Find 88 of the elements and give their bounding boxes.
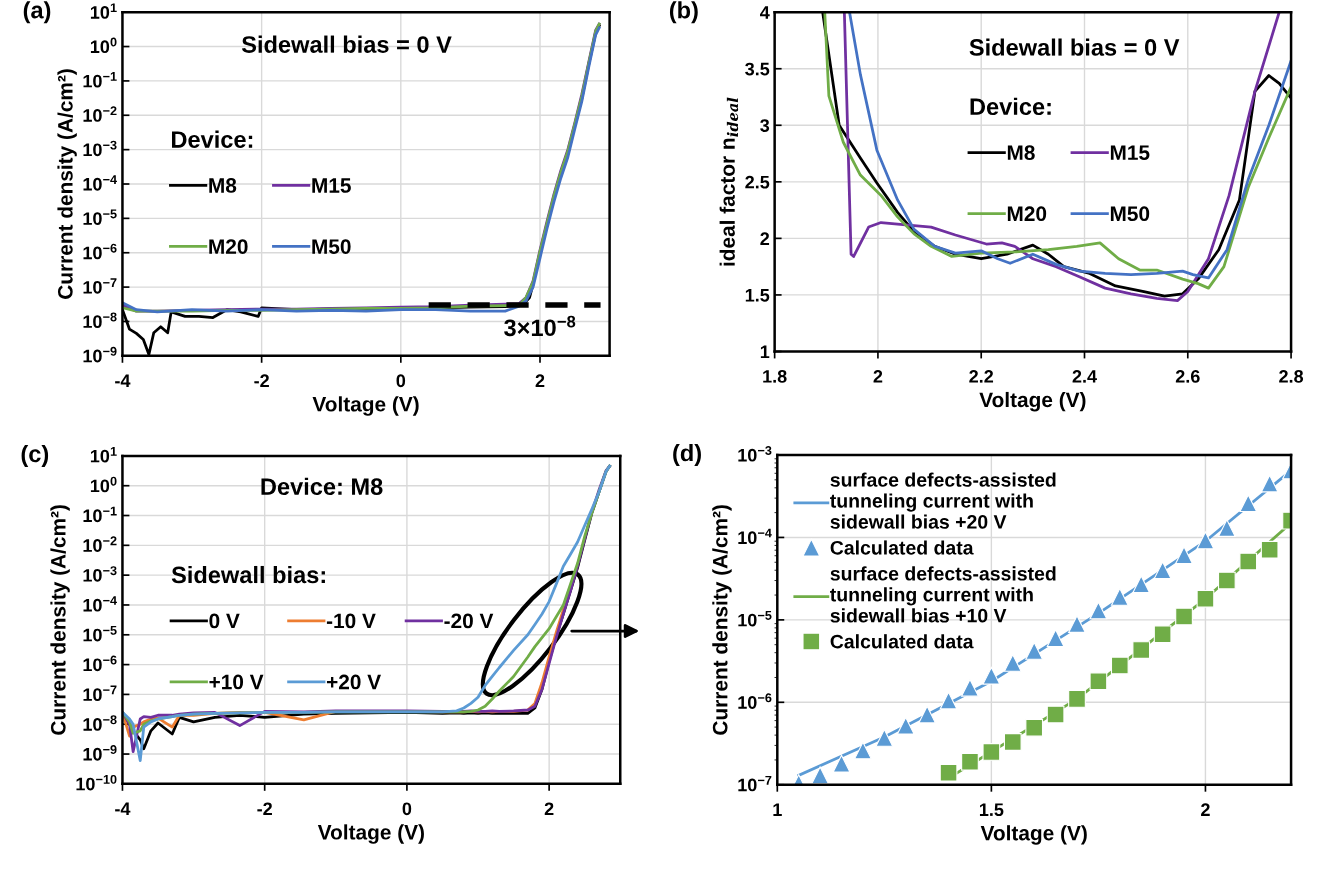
x-tick-label: -4 <box>115 802 131 816</box>
y-tick-label: 10$^{−5}$ <box>738 611 772 627</box>
y-tick-label: 10$^{−1}$ <box>83 506 117 523</box>
text: (d) <box>673 444 701 467</box>
x-tick-label: 0 <box>402 802 412 816</box>
legend-label: M50 <box>312 239 351 254</box>
x-tick-label: 2.4 <box>1072 370 1097 383</box>
x-tick-label: 2 <box>535 374 545 387</box>
text: (a) <box>23 1 51 24</box>
x-tick-label: 2.8 <box>1279 370 1304 383</box>
legend-label: 0 V <box>209 613 240 629</box>
y-tick-label: 4 <box>760 6 770 19</box>
legend-label: M8 <box>1007 145 1035 161</box>
legend-label: M20 <box>209 239 248 254</box>
y-tick-label: 10$^{−10}$ <box>76 774 117 791</box>
y-tick-label: 10$^{−3}$ <box>83 140 117 157</box>
x-tick-label: 0 <box>396 374 406 388</box>
y-tick-label: 10$^{1}$ <box>90 447 117 463</box>
x-axis-title: Voltage (V) <box>979 391 1086 412</box>
x-tick-label: 1.8 <box>763 370 787 383</box>
y-tick-label: 10$^{−5}$ <box>83 625 117 642</box>
x-tick-label: 2 <box>873 370 883 383</box>
y-tick-label: 2 <box>760 232 770 245</box>
y-tick-label: 10$^{−6}$ <box>83 243 117 260</box>
legend-label: Calculated data <box>830 540 974 555</box>
x-tick-label: 1.5 <box>979 803 1004 817</box>
y-tick-label: 10$^{0}$ <box>90 37 117 54</box>
legend-label: +10 V <box>209 674 264 690</box>
legend-title: Sidewall bias: <box>171 565 325 584</box>
y-tick-label: 10$^{0}$ <box>90 476 117 493</box>
y-tick-label: 10$^{−9}$ <box>83 745 117 761</box>
legend-label: Calculated data <box>830 634 974 649</box>
legend-label: surface defects-assisted tunneling current with sidewall bias +20 V <box>830 472 1056 529</box>
x-axis-title: Voltage (V) <box>312 396 419 416</box>
x-tick-label: 2.6 <box>1175 370 1200 383</box>
legend-label: M20 <box>1007 206 1047 222</box>
legend-label: M15 <box>1110 145 1150 161</box>
legend-label: -10 V <box>326 613 376 629</box>
y-tick-label: 10$^{−8}$ <box>83 715 117 731</box>
y-tick-label: 10$^{−4}$ <box>83 596 117 612</box>
legend-title: Device: <box>970 97 1051 116</box>
legend-label: +20 V <box>326 674 381 690</box>
x-tick-label: 2 <box>544 802 554 816</box>
y-tick-label: 1.5 <box>745 289 770 302</box>
y-axis-title: Current density (A/cm²) <box>57 69 77 299</box>
y-tick-label: 10$^{−2}$ <box>83 536 117 552</box>
y-tick-label: 10$^{−6}$ <box>83 655 117 672</box>
y-tick-label: 10$^{−7}$ <box>83 685 117 702</box>
legend-label: M8 <box>209 178 237 193</box>
x-tick-label: 2 <box>1201 803 1210 816</box>
y-tick-label: 1 <box>760 345 770 359</box>
x-tick-label: 1 <box>773 803 782 816</box>
legend-label: M50 <box>1110 206 1150 222</box>
legend-title: Device: <box>172 130 253 148</box>
legend-label: -20 V <box>444 613 494 629</box>
annotation: 3×10$^{−8}$ <box>504 315 576 337</box>
text: Sidewall bias = 0 V <box>241 35 452 53</box>
text: (c) <box>21 444 49 467</box>
x-tick-label: -4 <box>115 374 131 387</box>
legend-label: surface defects-assisted tunneling current with sidewall bias +10 V <box>830 566 1056 623</box>
y-tick-label: 3.5 <box>745 62 770 76</box>
x-tick-label: -2 <box>254 374 269 387</box>
y-tick-label: 10$^{−9}$ <box>83 346 117 363</box>
text: (b) <box>669 1 698 24</box>
y-tick-label: 10$^{−3}$ <box>738 446 772 462</box>
x-tick-label: -2 <box>257 802 272 816</box>
y-tick-label: 10$^{−5}$ <box>83 209 117 225</box>
text: Device: M8 <box>261 477 383 496</box>
x-axis-title: Voltage (V) <box>980 825 1087 845</box>
y-tick-label: 10$^{−8}$ <box>83 312 117 329</box>
y-axis-title: Current density (A/cm²) <box>50 505 70 735</box>
y-tick-label: 10$^{−1}$ <box>83 72 117 88</box>
y-tick-label: 10$^{1}$ <box>90 3 117 19</box>
legend-label: M15 <box>312 178 351 193</box>
x-tick-label: 2.2 <box>969 370 994 383</box>
text: Sidewall bias = 0 V <box>969 38 1180 56</box>
y-tick-label: 10$^{−3}$ <box>83 566 117 582</box>
y-tick-label: 10$^{−6}$ <box>738 693 772 709</box>
y-tick-label: 10$^{−7}$ <box>83 278 117 294</box>
y-tick-label: 3 <box>760 119 770 133</box>
y-axis-title: ideal factor n$_{ideal}$ <box>719 97 739 266</box>
x-axis-title: Voltage (V) <box>317 824 424 844</box>
y-axis-title: Current density (A/cm²) <box>712 505 732 735</box>
y-tick-label: 10$^{−7}$ <box>738 775 772 792</box>
y-tick-label: 10$^{−4}$ <box>83 175 117 191</box>
y-tick-label: 10$^{−2}$ <box>83 106 117 122</box>
y-tick-label: 2.5 <box>745 175 770 189</box>
y-tick-label: 10$^{−4}$ <box>738 528 772 545</box>
